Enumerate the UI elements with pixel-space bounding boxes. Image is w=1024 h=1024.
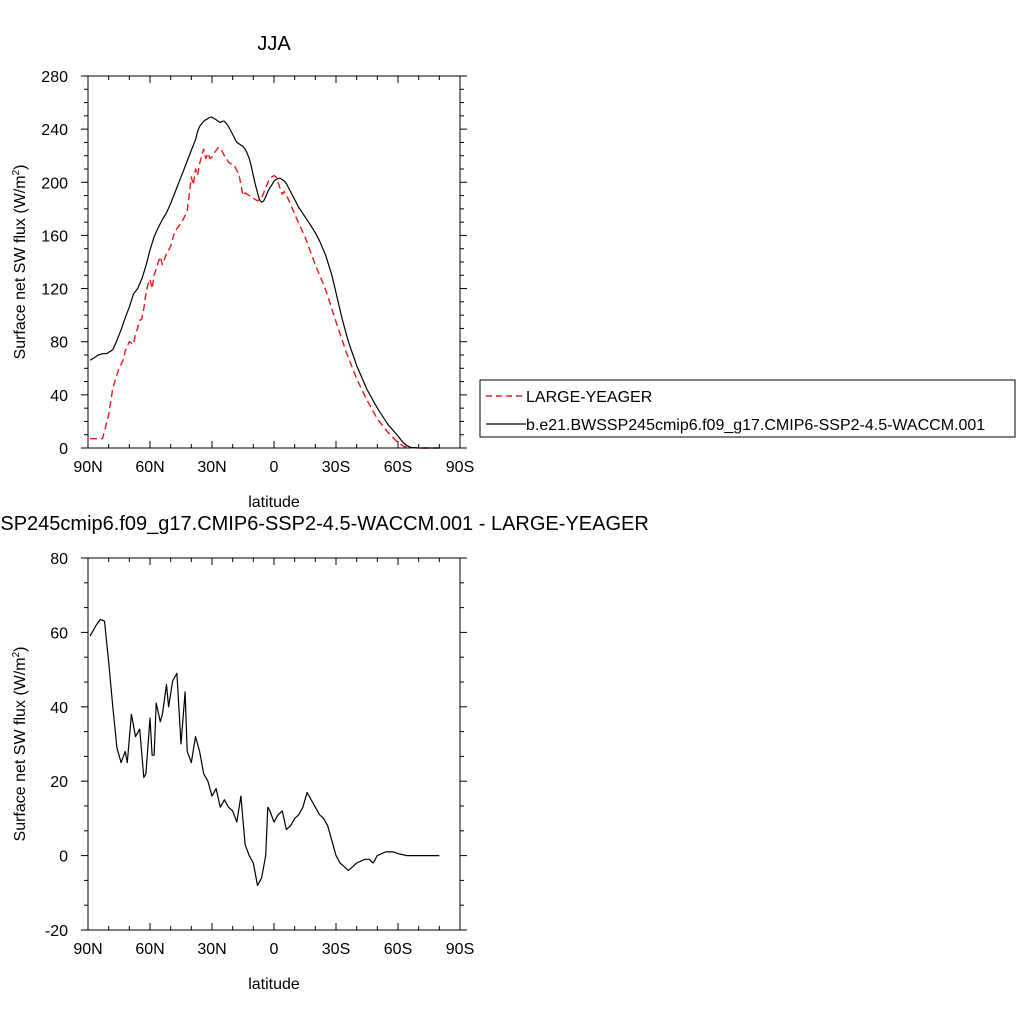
y-tick-label: 0 [59, 441, 68, 458]
x-tick-label: 60S [384, 459, 412, 476]
x-tick-label: 0 [270, 941, 279, 958]
series-line-0-0 [90, 146, 440, 449]
y-tick-label: 60 [50, 625, 68, 642]
bottom-chart-xlabel: latitude [248, 976, 300, 993]
y-tick-label: 0 [59, 849, 68, 866]
top-chart-series [89, 116, 440, 449]
y-tick-label: 80 [50, 551, 68, 568]
y-tick-label: 40 [50, 700, 68, 717]
top-chart-plot-frame [87, 75, 461, 449]
series-line-1-0 [89, 618, 440, 887]
legend: LARGE-YEAGER b.e21.BWSSP245cmip6.f09_g17… [479, 379, 1016, 438]
x-tick-label: 60S [384, 941, 412, 958]
y-tick-label: 120 [41, 282, 68, 299]
bottom-chart-title: b.e21.BWSSP245cmip6.f09_g17.CMIP6-SSP2-4… [0, 513, 649, 535]
series-line-0-1 [89, 116, 440, 449]
bottom-chart-plot-frame [87, 557, 461, 931]
y-tick-label: 200 [41, 175, 68, 192]
x-tick-label: 30S [322, 459, 350, 476]
legend-box [479, 379, 1016, 438]
top-chart-ylabel: Surface net SW flux (W/m2) [11, 165, 29, 360]
y-tick-label: 240 [41, 122, 68, 139]
x-tick-label: 60N [135, 459, 164, 476]
x-tick-label: 90S [446, 941, 474, 958]
top-chart-panel: JJA 90N 60N 30N 0 30S 60S 90S 0 40 80 120 160 200 240… [11, 33, 474, 511]
y-tick-label: 20 [50, 774, 68, 791]
bottom-chart-series [89, 618, 440, 887]
x-tick-label: 90S [446, 459, 474, 476]
x-tick-label: 90N [73, 459, 102, 476]
top-chart-xlabel: latitude [248, 494, 300, 511]
bottom-chart-panel: b.e21.BWSSP245cmip6.f09_g17.CMIP6-SSP2-4… [0, 513, 649, 993]
y-tick-label: 40 [50, 388, 68, 405]
y-tick-label: 160 [41, 228, 68, 245]
x-tick-label: 0 [270, 459, 279, 476]
y-tick-label: -20 [45, 923, 68, 940]
top-chart-title: JJA [257, 33, 291, 55]
x-tick-label: 30S [322, 941, 350, 958]
x-tick-label: 30N [197, 941, 226, 958]
y-tick-label: 80 [50, 335, 68, 352]
top-chart-ticks: 90N 60N 30N 0 30S 60S 90S 0 40 80 120 160 200 240 280 [41, 69, 474, 476]
bottom-chart-ylabel: Surface net SW flux (W/m2) [11, 647, 29, 842]
legend-label-large-yeager: LARGE-YEAGER [526, 389, 652, 406]
x-tick-label: 60N [135, 941, 164, 958]
legend-label-waccm: b.e21.BWSSP245cmip6.f09_g17.CMIP6-SSP2-4… [526, 417, 985, 434]
x-tick-label: 30N [197, 459, 226, 476]
x-tick-label: 90N [73, 941, 102, 958]
bottom-chart-ticks: 90N 60N 30N 0 30S 60S 90S -20 0 20 40 60 80 [45, 551, 474, 958]
y-tick-label: 280 [41, 69, 68, 86]
